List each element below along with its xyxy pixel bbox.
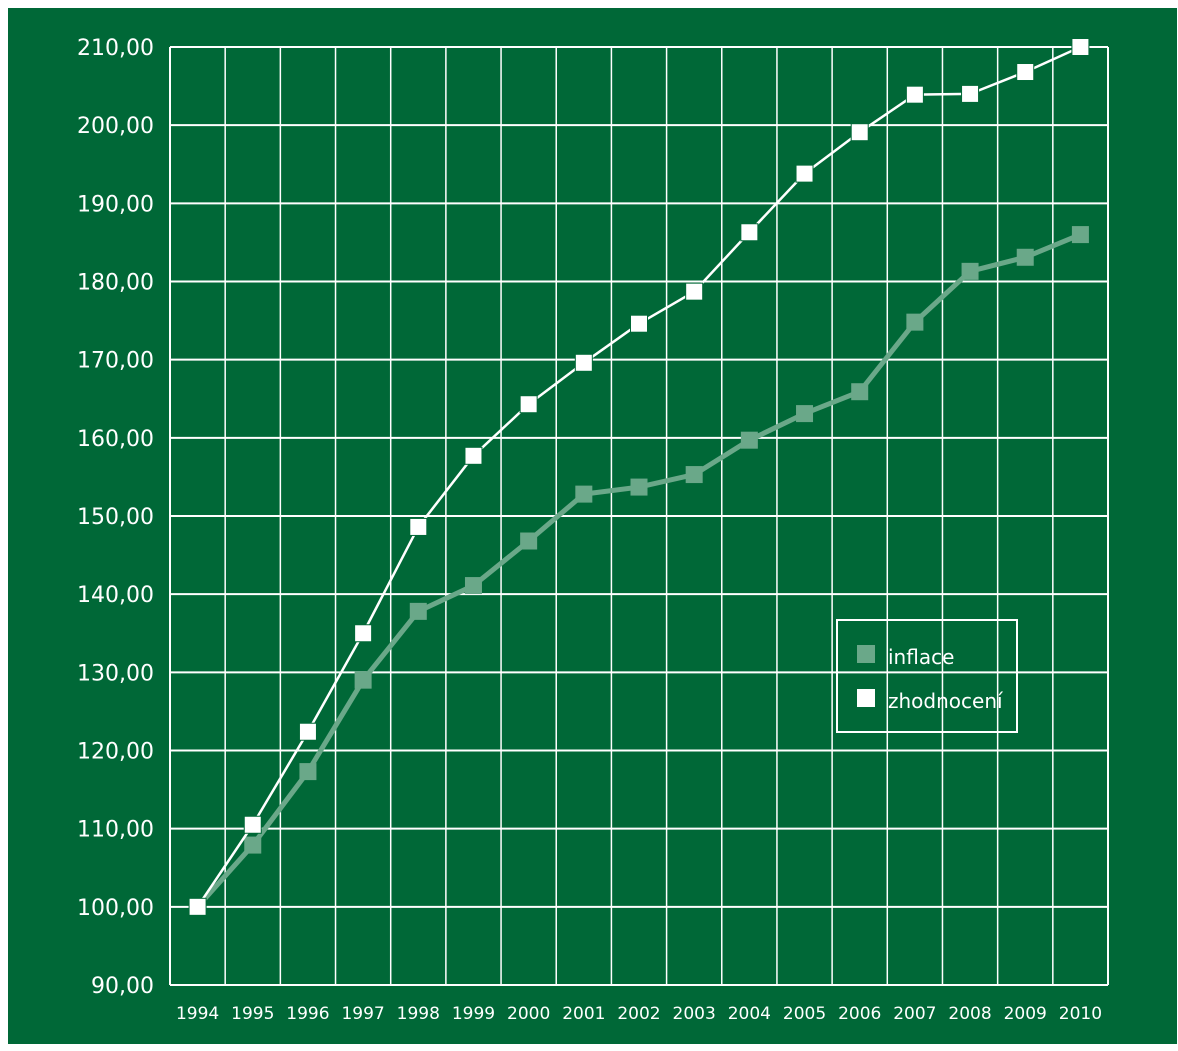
x-tick-label: 1998 (397, 1004, 440, 1024)
x-tick-label: 2006 (838, 1004, 881, 1024)
x-tick-label: 1996 (286, 1004, 329, 1024)
data-point (243, 815, 262, 834)
data-point (961, 262, 979, 280)
chart-frame: 90,00 100,00 110,00 120,00 130,00 140,00 150,0… (8, 8, 1177, 1044)
data-point (464, 577, 482, 595)
x-axis-ticks: 1994 1995 1996 1997 1998 1999 2000 2001 2002 2003… (176, 1004, 1102, 1024)
x-tick-label: 2002 (617, 1004, 660, 1024)
y-tick-label: 170,00 (77, 349, 154, 374)
data-point (299, 763, 317, 781)
data-point (464, 446, 483, 465)
data-point (740, 431, 758, 449)
data-point (740, 223, 759, 242)
x-tick-label: 2001 (562, 1004, 605, 1024)
data-point (188, 897, 207, 916)
data-point (575, 485, 593, 503)
grid (169, 46, 1109, 986)
y-tick-label: 120,00 (77, 740, 154, 765)
y-tick-label: 90,00 (91, 974, 154, 999)
data-point (1016, 63, 1035, 82)
data-point (796, 405, 814, 423)
y-tick-label: 140,00 (77, 583, 154, 608)
data-point (354, 624, 373, 643)
data-point (795, 164, 814, 183)
series-inflace (189, 226, 1089, 916)
legend: inflace zhodnocení (836, 619, 1018, 733)
x-tick-label: 2005 (783, 1004, 826, 1024)
y-tick-label: 100,00 (77, 896, 154, 921)
data-point (851, 383, 869, 401)
x-tick-label: 1994 (176, 1004, 219, 1024)
data-point (244, 836, 262, 854)
x-tick-label: 2009 (1004, 1004, 1047, 1024)
x-tick-label: 1995 (231, 1004, 274, 1024)
data-point (685, 282, 704, 301)
y-tick-label: 160,00 (77, 427, 154, 452)
x-tick-label: 2010 (1059, 1004, 1102, 1024)
x-tick-label: 2000 (507, 1004, 550, 1024)
data-point (630, 478, 648, 496)
data-point (409, 517, 428, 536)
data-point (906, 313, 924, 331)
data-point (961, 84, 980, 103)
data-point (685, 466, 703, 484)
y-tick-label: 130,00 (77, 661, 154, 686)
series-line (195, 232, 1082, 909)
data-point (850, 123, 869, 142)
data-point (409, 602, 427, 620)
y-tick-label: 110,00 (77, 818, 154, 843)
data-point (520, 532, 538, 550)
y-tick-label: 180,00 (77, 271, 154, 296)
data-point (574, 353, 593, 372)
x-tick-label: 2007 (893, 1004, 936, 1024)
data-point (905, 85, 924, 104)
x-tick-label: 1997 (341, 1004, 384, 1024)
data-point (354, 671, 372, 689)
data-point (630, 314, 648, 333)
x-tick-label: 2004 (728, 1004, 771, 1024)
series-zhodnoceni (188, 38, 1090, 916)
data-point (519, 395, 538, 414)
legend-swatch-inflace (857, 645, 875, 663)
legend-swatch-zhodnoceni (857, 689, 875, 707)
y-tick-label: 190,00 (77, 192, 154, 217)
y-tick-label: 150,00 (77, 505, 154, 530)
legend-label-inflace: inflace (888, 645, 954, 669)
legend-box (836, 619, 1018, 733)
y-axis-ticks: 90,00 100,00 110,00 120,00 130,00 140,00 150,0… (77, 36, 154, 999)
data-point (1071, 38, 1090, 56)
series-lines (188, 38, 1090, 916)
x-tick-label: 2003 (673, 1004, 716, 1024)
y-tick-label: 210,00 (77, 36, 154, 61)
legend-label-zhodnoceni: zhodnocení (888, 689, 1004, 713)
y-tick-label: 200,00 (77, 114, 154, 139)
x-tick-label: 2008 (948, 1004, 991, 1024)
x-tick-label: 1999 (452, 1004, 495, 1024)
line-chart: 90,00 100,00 110,00 120,00 130,00 140,00 150,0… (77, 36, 1109, 1024)
data-point (1071, 226, 1089, 244)
data-point (1016, 248, 1034, 266)
data-point (298, 722, 317, 741)
series-line (196, 45, 1081, 908)
